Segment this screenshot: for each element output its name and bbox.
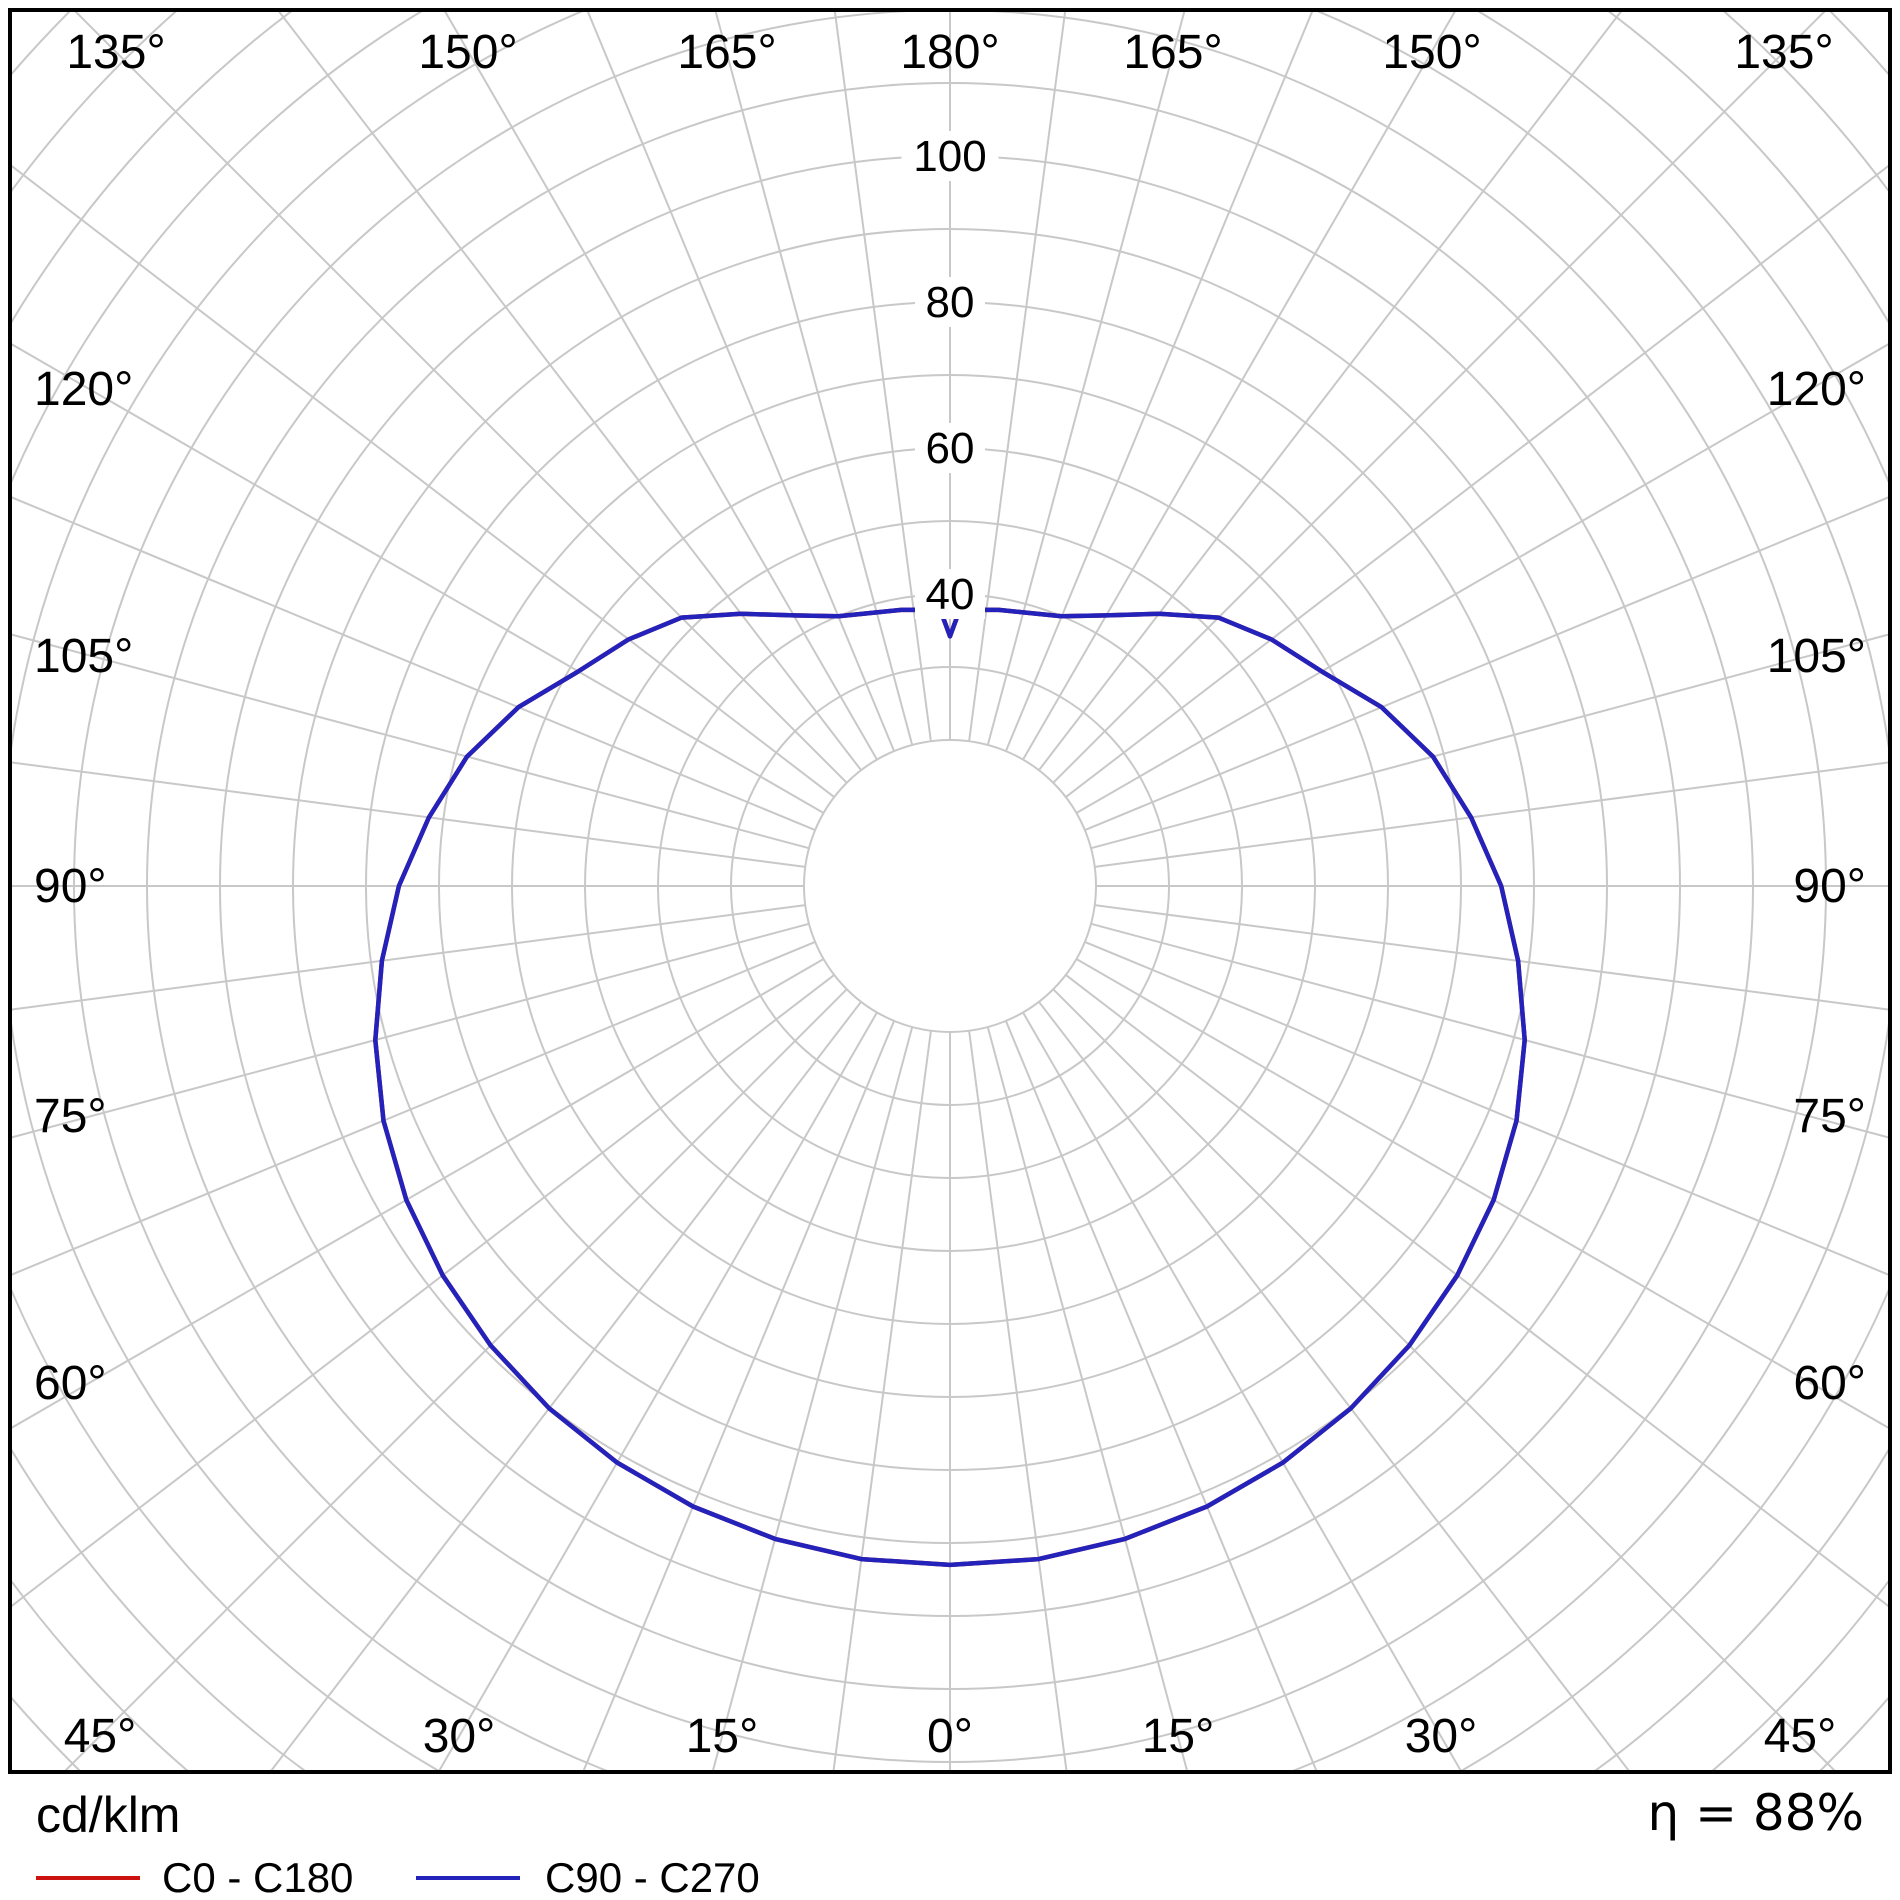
radial-tick-label: 40: [926, 570, 975, 619]
angle-label: 60°: [34, 1357, 107, 1410]
grid-spoke: [64, 988, 848, 1770]
efficiency-label: η = 88%: [1647, 1784, 1864, 1842]
angle-label: 45°: [1764, 1710, 1837, 1763]
grid-spoke: [832, 1030, 932, 1770]
grid-spoke: [1090, 922, 1888, 1139]
angle-label: 15°: [1142, 1710, 1215, 1763]
grid-spoke: [714, 12, 914, 746]
grid-spoke: [12, 165, 835, 798]
curve-c90-c270: [373, 607, 1527, 1568]
radial-tick-mask: [901, 131, 999, 181]
grid-spoke: [1065, 974, 1888, 1607]
grid-spoke: [12, 974, 835, 1607]
grid-spoke: [12, 633, 810, 850]
angle-label: 120°: [34, 363, 133, 416]
radial-axis-labels: 40 60 80 100: [901, 131, 999, 619]
angle-label: 135°: [1734, 26, 1833, 79]
grid-spoke: [1075, 958, 1888, 1429]
grid-spoke: [12, 940, 816, 1276]
grid-spoke: [12, 904, 806, 1011]
angle-label: 90°: [34, 860, 107, 913]
angle-label: 45°: [64, 1710, 137, 1763]
radial-tick-label: 60: [926, 424, 975, 473]
plot-border: [8, 8, 1892, 1774]
grid-spoke: [1022, 1011, 1462, 1770]
grid-spoke: [1004, 12, 1314, 752]
radial-tick-mask: [915, 423, 985, 473]
angle-label: 90°: [1793, 860, 1866, 913]
photometric-curves: [373, 607, 1527, 1568]
grid-spoke: [968, 12, 1067, 742]
grid-spoke: [1052, 12, 1826, 784]
grid-spoke: [12, 343, 825, 814]
grid-spoke: [833, 12, 932, 742]
radial-tick-mask: [915, 569, 985, 619]
grid-spoke: [1084, 940, 1888, 1276]
angle-label: 150°: [418, 26, 517, 79]
grid-spoke: [1052, 988, 1836, 1770]
grid-spoke: [712, 1026, 914, 1770]
angle-label: 30°: [423, 1710, 496, 1763]
legend: C0 - C180 C90 - C270: [36, 1854, 760, 1900]
radial-tick-label: 100: [913, 132, 986, 181]
angle-label: 15°: [686, 1710, 759, 1763]
units-label: cd/klm: [36, 1787, 180, 1843]
grid-spoke: [12, 761, 806, 868]
grid-spoke: [438, 1011, 878, 1770]
angle-label: 105°: [34, 630, 133, 683]
grid-spoke: [1065, 165, 1888, 798]
grid-spoke: [74, 12, 848, 784]
grid-spoke: [968, 1030, 1068, 1770]
angle-label: 150°: [1382, 26, 1481, 79]
grid-spoke: [1094, 761, 1888, 868]
grid-circle: [803, 739, 1097, 1033]
grid-spoke: [1038, 12, 1622, 771]
angle-label: 75°: [34, 1090, 107, 1143]
grid-spoke: [12, 958, 825, 1429]
grid-spoke: [1084, 496, 1888, 832]
grid-spoke: [986, 12, 1186, 746]
grid-spoke: [1004, 1020, 1318, 1770]
angle-label: 0°: [927, 1710, 973, 1763]
grid-spoke: [12, 922, 810, 1139]
grid-spoke: [444, 12, 878, 761]
grid-spoke: [1038, 1001, 1630, 1770]
grid-spoke: [1022, 12, 1456, 761]
grid-spoke: [1094, 904, 1888, 1011]
angle-label: 180°: [900, 26, 999, 79]
radial-tick-label: 80: [926, 278, 975, 327]
angle-label: 165°: [677, 26, 776, 79]
grid-spoke: [582, 1020, 896, 1770]
angle-label: 165°: [1123, 26, 1222, 79]
grid-spoke: [986, 1026, 1188, 1770]
angle-label: 60°: [1793, 1357, 1866, 1410]
angle-label: 75°: [1793, 1090, 1866, 1143]
angle-label: 30°: [1405, 1710, 1478, 1763]
angle-axis-labels: 0° 15° 15° 30° 30° 45° 45° 60° 60° 75° 75° 90° 90° 10…: [34, 26, 1866, 1763]
legend-label-c0-c180: C0 - C180: [162, 1854, 353, 1900]
legend-label-c90-c270: C90 - C270: [545, 1854, 760, 1900]
radial-tick-mask: [915, 277, 985, 327]
grid-spoke: [278, 12, 862, 771]
grid-spoke: [1090, 633, 1888, 850]
angle-label: 105°: [1767, 630, 1866, 683]
grid-spoke: [586, 12, 896, 752]
angle-label: 120°: [1767, 363, 1866, 416]
grid-spoke: [270, 1001, 862, 1770]
grid-spoke: [1075, 343, 1888, 814]
grid-spoke: [12, 496, 816, 832]
angle-label: 135°: [66, 26, 165, 79]
